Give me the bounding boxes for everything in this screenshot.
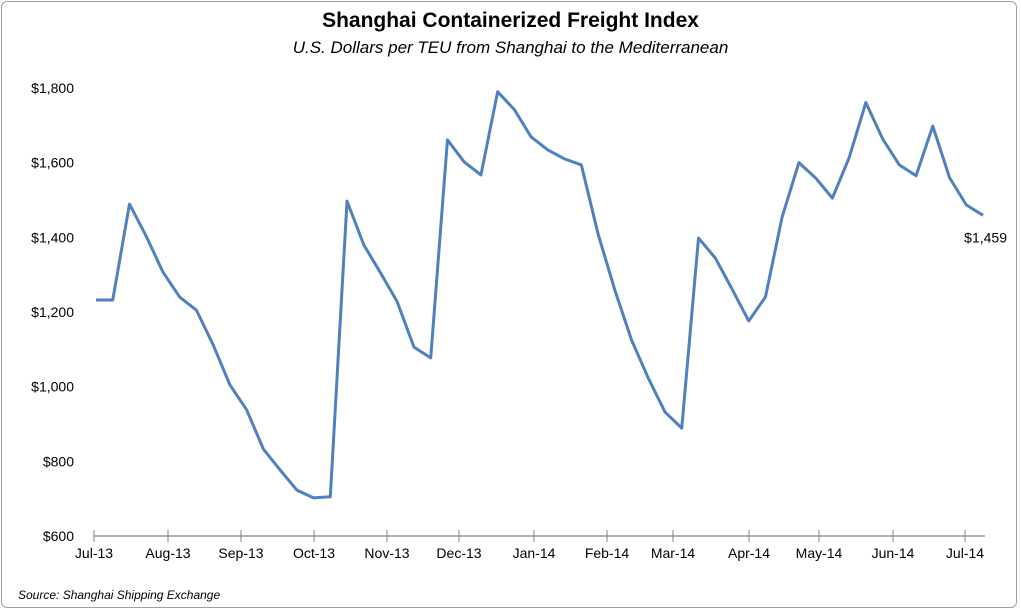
last-value-label: $1,459 <box>964 229 1007 245</box>
x-tick-label: May-14 <box>796 545 843 561</box>
series-line <box>96 90 984 500</box>
y-tick-label: $1,000 <box>31 379 74 395</box>
y-tick-label: $1,800 <box>31 80 74 96</box>
y-tick-label: $800 <box>43 453 74 469</box>
chart-subtitle: U.S. Dollars per TEU from Shanghai to th… <box>292 38 729 57</box>
x-tick-label: Jan-14 <box>513 545 556 561</box>
y-tick-label: $600 <box>43 528 74 544</box>
x-tick-label: Jun-14 <box>872 545 915 561</box>
x-tick-label: Jul-13 <box>75 545 113 561</box>
x-tick-label: Nov-13 <box>364 545 409 561</box>
x-tick-label: Aug-13 <box>145 545 190 561</box>
x-tick-label: Jul-14 <box>946 545 984 561</box>
x-tick-label: Feb-14 <box>585 545 630 561</box>
x-tick-label: Apr-14 <box>728 545 770 561</box>
y-tick-label: $1,400 <box>31 229 74 245</box>
chart-title: Shanghai Containerized Freight Index <box>322 9 699 32</box>
y-tick-label: $1,200 <box>31 304 74 320</box>
source-note: Source: Shanghai Shipping Exchange <box>18 588 221 602</box>
x-tick-label: Mar-14 <box>651 545 696 561</box>
x-tick-label: Sep-13 <box>218 545 263 561</box>
x-tick-label: Dec-13 <box>436 545 481 561</box>
x-tick-label: Oct-13 <box>293 545 335 561</box>
y-tick-label: $1,600 <box>31 155 74 171</box>
